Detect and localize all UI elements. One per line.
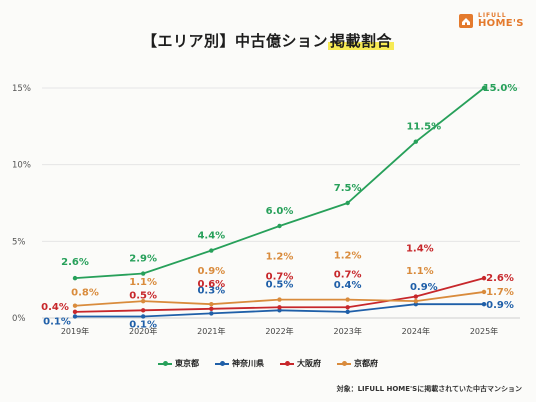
data-point <box>140 271 146 276</box>
data-point <box>277 223 282 229</box>
data-point <box>72 314 78 319</box>
data-label: 0.5% <box>266 279 294 290</box>
data-point <box>209 302 214 307</box>
data-label: 0.9% <box>486 300 514 311</box>
data-label: 2.6% <box>61 257 89 268</box>
data-point <box>345 305 350 310</box>
data-point <box>413 139 419 144</box>
data-label: 0.1% <box>43 316 71 327</box>
data-point <box>345 200 350 206</box>
data-label: 15.0% <box>483 83 518 94</box>
data-point <box>277 308 282 313</box>
legend-swatch <box>158 361 172 366</box>
data-point <box>481 275 487 281</box>
title-part1: 【エリア別】中古億ション <box>141 32 328 50</box>
data-label: 2.9% <box>129 254 157 265</box>
x-tick-label: 2023年 <box>333 326 361 336</box>
data-label: 4.4% <box>197 231 225 242</box>
x-tick-label: 2020年 <box>129 326 157 336</box>
legend-item: 神奈川県 <box>215 358 264 369</box>
logo-line1: LIFULL <box>478 12 507 19</box>
data-label: 0.9% <box>410 282 438 293</box>
data-point <box>72 275 78 281</box>
legend-item: 大阪府 <box>280 358 321 369</box>
data-label: 0.8% <box>71 288 99 299</box>
data-point <box>413 294 419 299</box>
legend-swatch <box>215 361 229 366</box>
y-tick-label: 10% <box>12 161 31 171</box>
data-label: 0.5% <box>129 290 157 301</box>
data-label: 6.0% <box>266 206 294 217</box>
data-point <box>345 297 350 302</box>
data-point <box>72 303 78 308</box>
data-label: 1.7% <box>486 287 514 298</box>
house-logo-icon <box>459 14 473 28</box>
data-label: 0.3% <box>197 285 225 296</box>
data-label: 0.7% <box>266 271 294 282</box>
data-label: 7.5% <box>334 183 362 194</box>
legend-item: 東京都 <box>158 358 199 369</box>
legend-item: 京都府 <box>337 358 378 369</box>
x-tick-label: 2022年 <box>265 326 293 336</box>
data-point <box>209 311 214 316</box>
data-point <box>277 297 282 302</box>
data-point <box>209 306 214 311</box>
data-point <box>209 248 214 253</box>
legend-label: 京都府 <box>354 359 378 368</box>
data-label: 0.6% <box>197 279 225 290</box>
data-point <box>481 85 487 91</box>
x-tick-label: 2019年 <box>61 326 89 336</box>
data-point <box>140 308 146 313</box>
data-label: 1.1% <box>406 266 434 277</box>
data-label: 0.9% <box>197 266 225 277</box>
data-label: 11.5% <box>406 122 441 133</box>
data-label: 0.4% <box>41 302 69 313</box>
data-label: 1.1% <box>129 277 157 288</box>
data-label: 0.7% <box>334 269 362 280</box>
data-point <box>140 298 146 304</box>
y-tick-label: 15% <box>12 84 31 94</box>
chart-title: 【エリア別】中古億ション 掲載割合 <box>0 30 536 51</box>
data-point <box>140 314 146 319</box>
legend-label: 神奈川県 <box>232 359 264 368</box>
data-point <box>277 305 282 310</box>
legend-label: 東京都 <box>175 359 199 368</box>
data-point <box>413 302 419 307</box>
x-tick-label: 2025年 <box>470 326 498 336</box>
data-point <box>72 309 78 315</box>
title-highlight: 掲載割合 <box>328 32 395 50</box>
lifull-homes-logo: LIFULL HOME'S <box>458 10 524 32</box>
data-label: 1.2% <box>266 252 294 263</box>
data-point <box>481 302 487 307</box>
data-label: 0.4% <box>334 280 362 291</box>
x-tick-label: 2021年 <box>197 326 225 336</box>
source-note: 対象：LIFULL HOME'Sに掲載されていた中古マンション <box>336 385 522 393</box>
data-label: 1.2% <box>334 251 362 262</box>
x-tick-label: 2024年 <box>402 326 430 336</box>
data-point <box>413 298 419 304</box>
data-point <box>481 289 487 295</box>
chart-legend: 東京都 神奈川県 大阪府 京都府 <box>0 358 536 369</box>
y-tick-label: 5% <box>12 237 26 247</box>
data-label: 1.4% <box>406 244 434 255</box>
y-tick-label: 0% <box>12 314 26 324</box>
data-label: 2.6% <box>486 273 514 284</box>
legend-swatch <box>280 361 294 366</box>
logo-line2: HOME'S <box>478 18 524 29</box>
legend-label: 大阪府 <box>297 359 321 368</box>
legend-swatch <box>337 361 351 366</box>
data-label: 0.1% <box>129 319 157 330</box>
data-point <box>345 309 350 315</box>
